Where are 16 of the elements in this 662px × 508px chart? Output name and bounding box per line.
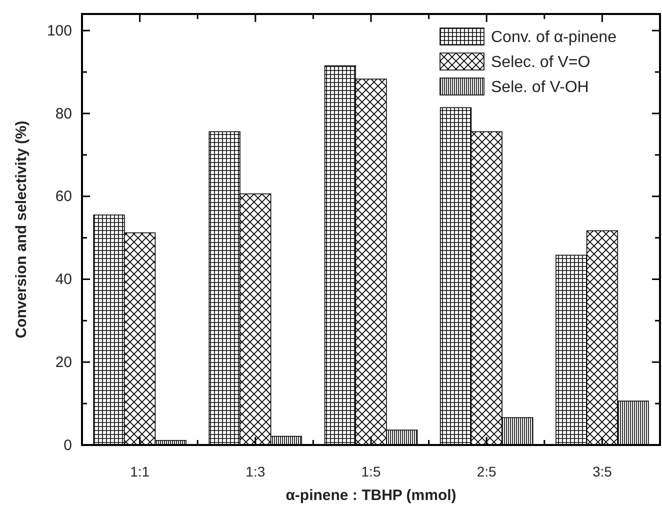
y-tick-label: 80: [55, 105, 72, 122]
y-tick-label: 0: [64, 436, 72, 454]
y-tick-label: 20: [55, 354, 72, 371]
y-axis-title: Conversion and selectivity (%): [13, 120, 30, 338]
x-tick-label: 1:3: [246, 463, 266, 480]
y-tick-label: 60: [55, 188, 72, 206]
x-tick-label: 3:5: [592, 463, 612, 480]
x-tick-label: 1:5: [361, 463, 381, 480]
legend-label: Selec. of V=O: [491, 54, 590, 71]
y-tick-label: 100: [46, 22, 72, 40]
x-tick-label: 2:5: [476, 463, 497, 480]
x-tick-label: 1:1: [130, 463, 150, 480]
legend-label: Conv. of α-pinene: [491, 29, 617, 46]
y-tick-label: 40: [55, 271, 72, 288]
legend-label: Sele. of V-OH: [491, 79, 589, 96]
x-axis-title: α-pinene : TBHP (mmol): [286, 487, 456, 504]
